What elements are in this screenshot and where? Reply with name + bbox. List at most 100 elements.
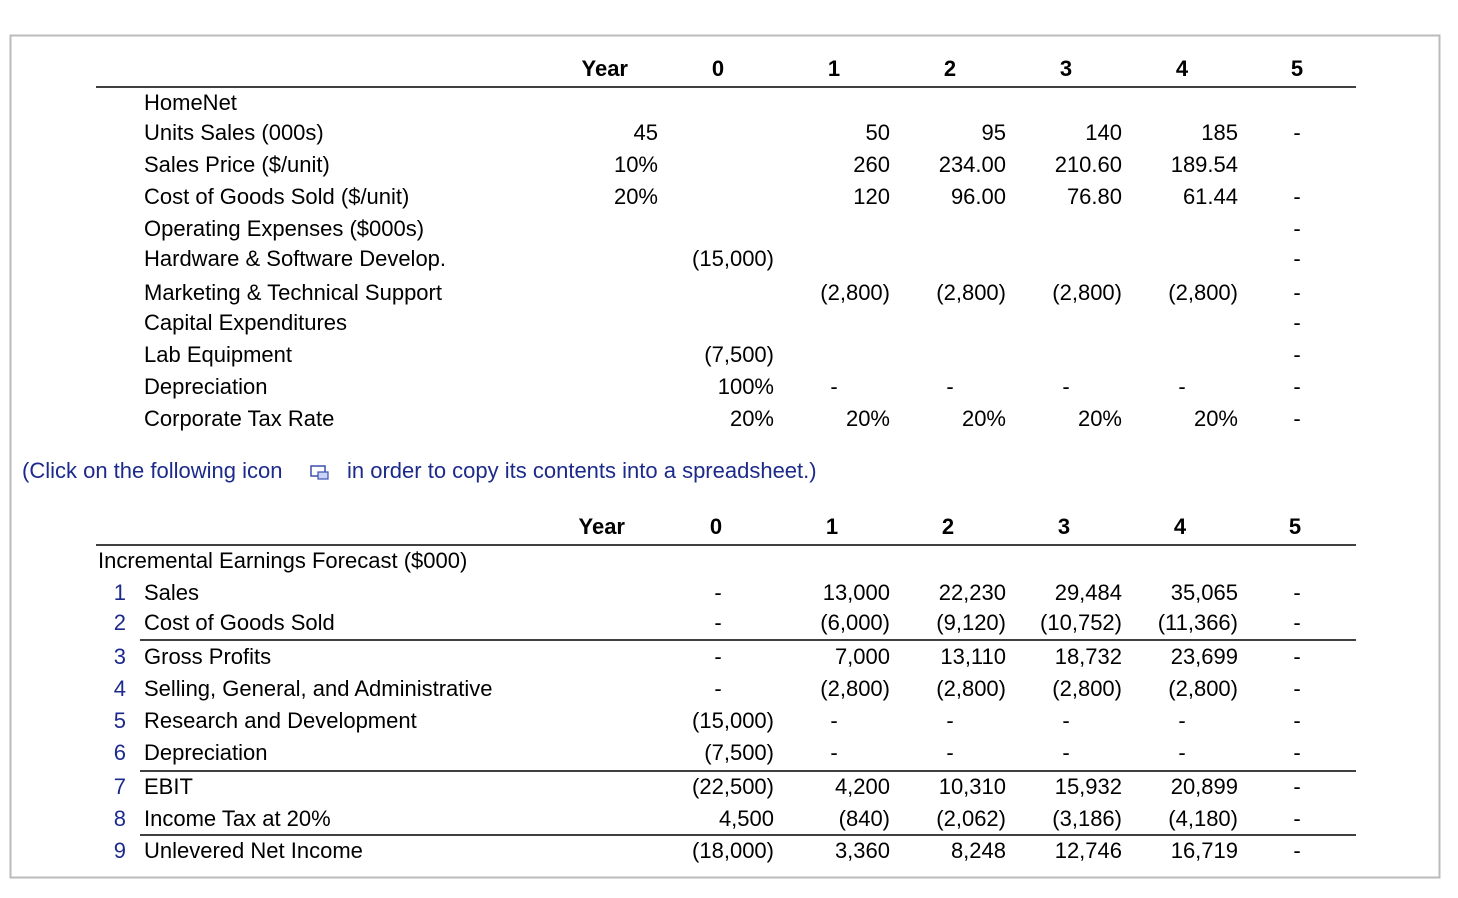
- cell: 20%: [614, 184, 658, 209]
- cell: 185: [1201, 120, 1238, 145]
- header-cell: 4: [1174, 514, 1187, 539]
- cell: 100%: [718, 374, 774, 399]
- cell: -: [1293, 708, 1300, 733]
- cell: 95: [982, 120, 1006, 145]
- cell: 4,200: [835, 774, 890, 799]
- header-cell: 1: [826, 514, 838, 539]
- cell: -: [1293, 580, 1300, 605]
- cell: -: [1062, 740, 1069, 765]
- row-label: Depreciation: [144, 740, 268, 765]
- cell: -: [1293, 120, 1300, 145]
- cell: (3,186): [1052, 806, 1122, 831]
- cell: -: [946, 374, 953, 399]
- row-label: Depreciation: [144, 374, 268, 399]
- header-cell: 2: [944, 56, 956, 81]
- cell: (22,500): [692, 774, 774, 799]
- copy-icon[interactable]: [310, 465, 329, 480]
- note-text: (Click on the following icon: [22, 458, 282, 483]
- cell: (2,800): [1052, 280, 1122, 305]
- cell: (2,800): [1052, 676, 1122, 701]
- cell: 15,932: [1055, 774, 1122, 799]
- cell: (7,500): [704, 342, 774, 367]
- row-number: 5: [114, 708, 126, 733]
- cell: -: [1293, 280, 1300, 305]
- cell: (15,000): [692, 708, 774, 733]
- row-number: 3: [114, 644, 126, 669]
- cell: -: [1293, 838, 1300, 863]
- row-label: Units Sales (000s): [144, 120, 324, 145]
- row-label: Selling, General, and Administrative: [144, 676, 493, 701]
- cell: (2,800): [1168, 280, 1238, 305]
- cell: -: [1293, 774, 1300, 799]
- cell: -: [714, 644, 721, 669]
- cell: (6,000): [820, 610, 890, 635]
- cell: 10%: [614, 152, 658, 177]
- row-label: Income Tax at 20%: [144, 806, 331, 831]
- row-label: Marketing & Technical Support: [144, 280, 442, 305]
- cell: 234.00: [939, 152, 1006, 177]
- cell: -: [830, 740, 837, 765]
- header-cell: 5: [1291, 56, 1303, 81]
- row-label: Lab Equipment: [144, 342, 292, 367]
- row-number: 6: [114, 740, 126, 765]
- cell: (2,800): [936, 676, 1006, 701]
- cell: 8,248: [951, 838, 1006, 863]
- header-cell: 3: [1060, 56, 1072, 81]
- row-number: 2: [114, 610, 126, 635]
- cell: (11,366): [1158, 610, 1238, 635]
- header-cell: 4: [1176, 56, 1189, 81]
- table-title: Incremental Earnings Forecast ($000): [98, 548, 467, 573]
- row-number: 7: [114, 774, 126, 799]
- header-cell: 0: [712, 56, 724, 81]
- cell: 4,500: [719, 806, 774, 831]
- row-label: Unlevered Net Income: [144, 838, 363, 863]
- cell: -: [1178, 740, 1185, 765]
- cell: 45: [634, 120, 658, 145]
- cell: (7,500): [704, 740, 774, 765]
- cell: 23,699: [1171, 644, 1238, 669]
- cell: -: [1293, 644, 1300, 669]
- cell: -: [1062, 374, 1069, 399]
- header-cell: 2: [942, 514, 954, 539]
- cell: 22,230: [939, 580, 1006, 605]
- cell: 50: [866, 120, 890, 145]
- cell: -: [1293, 610, 1300, 635]
- cell: -: [1178, 708, 1185, 733]
- cell: -: [1293, 806, 1300, 831]
- cell: (18,000): [692, 838, 774, 863]
- cell: (2,062): [936, 806, 1006, 831]
- cell: -: [1293, 310, 1300, 335]
- cell: (2,800): [1168, 676, 1238, 701]
- cell: 16,719: [1171, 838, 1238, 863]
- row-number: 9: [114, 838, 126, 863]
- cell: 61.44: [1183, 184, 1238, 209]
- row-label: Hardware & Software Develop.: [144, 246, 446, 271]
- row-label: Cost of Goods Sold ($/unit): [144, 184, 409, 209]
- cell: 20%: [846, 406, 890, 431]
- cell: (4,180): [1168, 806, 1238, 831]
- row-label: Corporate Tax Rate: [144, 406, 334, 431]
- cell: -: [714, 610, 721, 635]
- row-number: 8: [114, 806, 126, 831]
- cell: 20%: [962, 406, 1006, 431]
- cell: -: [1293, 246, 1300, 271]
- cell: -: [830, 708, 837, 733]
- cell: 12,746: [1055, 838, 1122, 863]
- row-label: Sales: [144, 580, 199, 605]
- cell: -: [830, 374, 837, 399]
- header-cell: Year: [582, 56, 629, 81]
- cell: -: [714, 676, 721, 701]
- cell: 13,110: [940, 644, 1006, 669]
- cell: 189.54: [1171, 152, 1238, 177]
- cell: 13,000: [823, 580, 890, 605]
- cell: 260: [853, 152, 890, 177]
- header-cell: 3: [1058, 514, 1070, 539]
- row-label: Gross Profits: [144, 644, 271, 669]
- cell: (9,120): [936, 610, 1006, 635]
- header-cell: 1: [828, 56, 840, 81]
- cell: -: [946, 740, 953, 765]
- row-label: Capital Expenditures: [144, 310, 347, 335]
- cell: 140: [1085, 120, 1122, 145]
- cell: 210.60: [1055, 152, 1122, 177]
